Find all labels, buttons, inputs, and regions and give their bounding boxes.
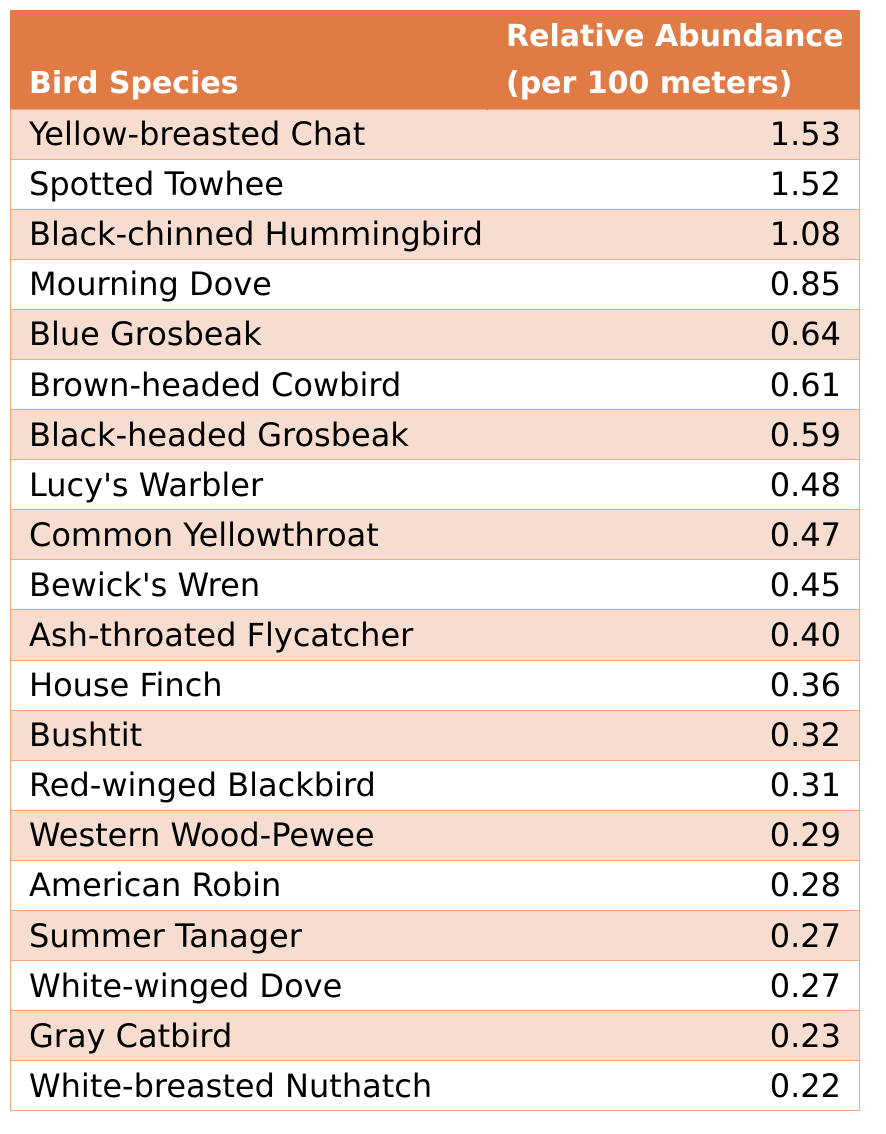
abundance-cell: 0.45 bbox=[487, 559, 860, 611]
abundance-cell: 0.29 bbox=[487, 809, 860, 861]
abundance-cell: 1.08 bbox=[487, 208, 860, 260]
table-row: Lucy's Warbler 0.48 bbox=[10, 459, 860, 511]
species-cell: White-breasted Nuthatch bbox=[10, 1060, 488, 1112]
species-cell: Bewick's Wren bbox=[10, 559, 488, 611]
species-cell: Black-headed Grosbeak bbox=[10, 409, 488, 461]
table-row: Western Wood-Pewee 0.29 bbox=[10, 809, 860, 861]
table-row: House Finch 0.36 bbox=[10, 659, 860, 711]
species-cell: Yellow-breasted Chat bbox=[10, 108, 488, 160]
abundance-cell: 0.22 bbox=[487, 1060, 860, 1112]
table-row: American Robin 0.28 bbox=[10, 859, 860, 912]
table-row: Spotted Towhee 1.52 bbox=[10, 158, 860, 210]
species-cell: House Finch bbox=[10, 659, 488, 711]
abundance-cell: 0.27 bbox=[487, 960, 860, 1012]
species-cell: Red-winged Blackbird bbox=[10, 759, 488, 811]
table-row: Brown-headed Cowbird 0.61 bbox=[10, 358, 860, 411]
abundance-cell: 0.23 bbox=[487, 1010, 860, 1062]
abundance-cell: 0.32 bbox=[487, 709, 860, 761]
species-cell: Ash-throated Flycatcher bbox=[10, 609, 488, 661]
table-row: White-breasted Nuthatch 0.22 bbox=[10, 1060, 860, 1112]
table-row: Black-headed Grosbeak 0.59 bbox=[10, 409, 860, 461]
header-row: Bird Species Relative Abundance (per 100… bbox=[10, 10, 860, 109]
header-bird-species-label: Bird Species bbox=[29, 65, 239, 101]
table-body: Yellow-breasted Chat 1.53 Spotted Towhee 1.… bbox=[10, 108, 860, 1112]
species-cell: Brown-headed Cowbird bbox=[10, 358, 488, 411]
table-row: Red-winged Blackbird 0.31 bbox=[10, 759, 860, 811]
abundance-cell: 0.47 bbox=[487, 509, 860, 561]
table-header: Bird Species Relative Abundance (per 100… bbox=[10, 10, 860, 109]
species-cell: Blue Grosbeak bbox=[10, 308, 488, 360]
header-relative-abundance: Relative Abundance (per 100 meters) bbox=[487, 10, 860, 109]
abundance-cell: 0.31 bbox=[487, 759, 860, 811]
abundance-cell: 0.28 bbox=[487, 859, 860, 912]
species-cell: Gray Catbird bbox=[10, 1010, 488, 1062]
header-abundance-line2: (per 100 meters) bbox=[506, 65, 793, 101]
abundance-cell: 0.27 bbox=[487, 909, 860, 962]
species-cell: Spotted Towhee bbox=[10, 158, 488, 210]
species-cell: Common Yellowthroat bbox=[10, 509, 488, 561]
abundance-cell: 0.85 bbox=[487, 258, 860, 310]
species-cell: Bushtit bbox=[10, 709, 488, 761]
table-row: Yellow-breasted Chat 1.53 bbox=[10, 108, 860, 160]
bird-abundance-table: Bird Species Relative Abundance (per 100… bbox=[10, 10, 860, 1112]
table-row: White-winged Dove 0.27 bbox=[10, 960, 860, 1012]
abundance-cell: 0.64 bbox=[487, 308, 860, 360]
abundance-cell: 1.53 bbox=[487, 108, 860, 160]
species-cell: Black-chinned Hummingbird bbox=[10, 208, 488, 260]
abundance-cell: 0.48 bbox=[487, 459, 860, 511]
table-row: Bushtit 0.32 bbox=[10, 709, 860, 761]
species-cell: Western Wood-Pewee bbox=[10, 809, 488, 861]
table-row: Mourning Dove 0.85 bbox=[10, 258, 860, 310]
abundance-cell: 1.52 bbox=[487, 158, 860, 210]
species-cell: Lucy's Warbler bbox=[10, 459, 488, 511]
abundance-cell: 0.61 bbox=[487, 358, 860, 411]
header-bird-species: Bird Species bbox=[10, 10, 488, 109]
table-row: Blue Grosbeak 0.64 bbox=[10, 308, 860, 360]
abundance-cell: 0.59 bbox=[487, 409, 860, 461]
table-row: Bewick's Wren 0.45 bbox=[10, 559, 860, 611]
table-row: Black-chinned Hummingbird 1.08 bbox=[10, 208, 860, 260]
table-row: Common Yellowthroat 0.47 bbox=[10, 509, 860, 561]
abundance-cell: 0.40 bbox=[487, 609, 860, 661]
bird-abundance-table-container: Bird Species Relative Abundance (per 100… bbox=[10, 10, 860, 1112]
table-row: Summer Tanager 0.27 bbox=[10, 909, 860, 962]
species-cell: American Robin bbox=[10, 859, 488, 912]
abundance-cell: 0.36 bbox=[487, 659, 860, 711]
header-abundance-line1: Relative Abundance bbox=[506, 18, 844, 54]
table-row: Ash-throated Flycatcher 0.40 bbox=[10, 609, 860, 661]
species-cell: Mourning Dove bbox=[10, 258, 488, 310]
species-cell: White-winged Dove bbox=[10, 960, 488, 1012]
species-cell: Summer Tanager bbox=[10, 909, 488, 962]
table-row: Gray Catbird 0.23 bbox=[10, 1010, 860, 1062]
